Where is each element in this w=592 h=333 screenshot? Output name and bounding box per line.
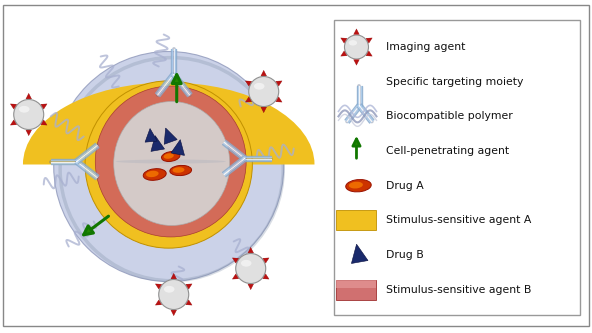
Polygon shape bbox=[155, 284, 162, 289]
Polygon shape bbox=[261, 107, 266, 113]
Ellipse shape bbox=[86, 83, 251, 246]
Ellipse shape bbox=[345, 35, 368, 59]
Ellipse shape bbox=[114, 102, 230, 225]
Polygon shape bbox=[248, 247, 253, 253]
Polygon shape bbox=[171, 140, 185, 156]
Polygon shape bbox=[145, 129, 157, 142]
Text: Stimulus-sensitive agent B: Stimulus-sensitive agent B bbox=[387, 285, 532, 295]
Ellipse shape bbox=[172, 167, 185, 173]
Ellipse shape bbox=[236, 253, 266, 283]
Ellipse shape bbox=[241, 260, 252, 267]
Polygon shape bbox=[261, 70, 266, 76]
Polygon shape bbox=[41, 120, 47, 125]
Ellipse shape bbox=[14, 100, 44, 130]
Ellipse shape bbox=[146, 171, 159, 177]
Ellipse shape bbox=[249, 77, 279, 107]
Bar bbox=[336, 280, 377, 300]
Ellipse shape bbox=[159, 279, 189, 309]
Polygon shape bbox=[26, 93, 31, 99]
Polygon shape bbox=[171, 310, 176, 316]
Polygon shape bbox=[233, 274, 239, 279]
Ellipse shape bbox=[346, 179, 371, 192]
Polygon shape bbox=[341, 38, 347, 43]
Ellipse shape bbox=[254, 83, 265, 90]
Ellipse shape bbox=[19, 106, 30, 113]
Ellipse shape bbox=[143, 168, 166, 180]
Text: Biocompatible polymer: Biocompatible polymer bbox=[387, 111, 513, 121]
Bar bbox=[336, 210, 377, 230]
Polygon shape bbox=[11, 120, 17, 125]
Text: Stimulus-sensitive agent A: Stimulus-sensitive agent A bbox=[387, 215, 532, 225]
Polygon shape bbox=[366, 38, 372, 43]
Polygon shape bbox=[245, 81, 252, 86]
Polygon shape bbox=[151, 136, 165, 152]
Polygon shape bbox=[41, 104, 47, 109]
Bar bbox=[336, 280, 377, 288]
Ellipse shape bbox=[115, 160, 226, 164]
Polygon shape bbox=[26, 130, 31, 136]
Polygon shape bbox=[276, 97, 282, 102]
Ellipse shape bbox=[162, 152, 180, 162]
Ellipse shape bbox=[85, 81, 252, 248]
Text: Cell-penetrating agent: Cell-penetrating agent bbox=[387, 146, 510, 156]
Ellipse shape bbox=[349, 182, 363, 188]
Polygon shape bbox=[353, 60, 359, 65]
Polygon shape bbox=[276, 81, 282, 86]
Polygon shape bbox=[352, 244, 368, 263]
Bar bbox=[334, 20, 580, 315]
Text: Drug A: Drug A bbox=[387, 181, 424, 191]
Ellipse shape bbox=[95, 86, 246, 237]
Text: Specific targeting moiety: Specific targeting moiety bbox=[387, 77, 524, 87]
Ellipse shape bbox=[164, 286, 175, 293]
Polygon shape bbox=[186, 284, 192, 289]
Polygon shape bbox=[341, 51, 347, 56]
Polygon shape bbox=[263, 258, 269, 263]
Polygon shape bbox=[155, 300, 162, 305]
Polygon shape bbox=[366, 51, 372, 56]
Text: Drug B: Drug B bbox=[387, 250, 424, 260]
Ellipse shape bbox=[54, 52, 284, 281]
Polygon shape bbox=[233, 258, 239, 263]
Ellipse shape bbox=[349, 40, 357, 46]
Wedge shape bbox=[23, 83, 314, 165]
Text: Imaging agent: Imaging agent bbox=[387, 42, 466, 52]
Polygon shape bbox=[171, 273, 176, 279]
Polygon shape bbox=[186, 300, 192, 305]
Ellipse shape bbox=[170, 166, 192, 175]
Polygon shape bbox=[353, 29, 359, 34]
Polygon shape bbox=[245, 97, 252, 102]
Polygon shape bbox=[248, 284, 253, 290]
Polygon shape bbox=[11, 104, 17, 109]
Polygon shape bbox=[164, 128, 177, 144]
Ellipse shape bbox=[163, 153, 174, 159]
Polygon shape bbox=[263, 274, 269, 279]
